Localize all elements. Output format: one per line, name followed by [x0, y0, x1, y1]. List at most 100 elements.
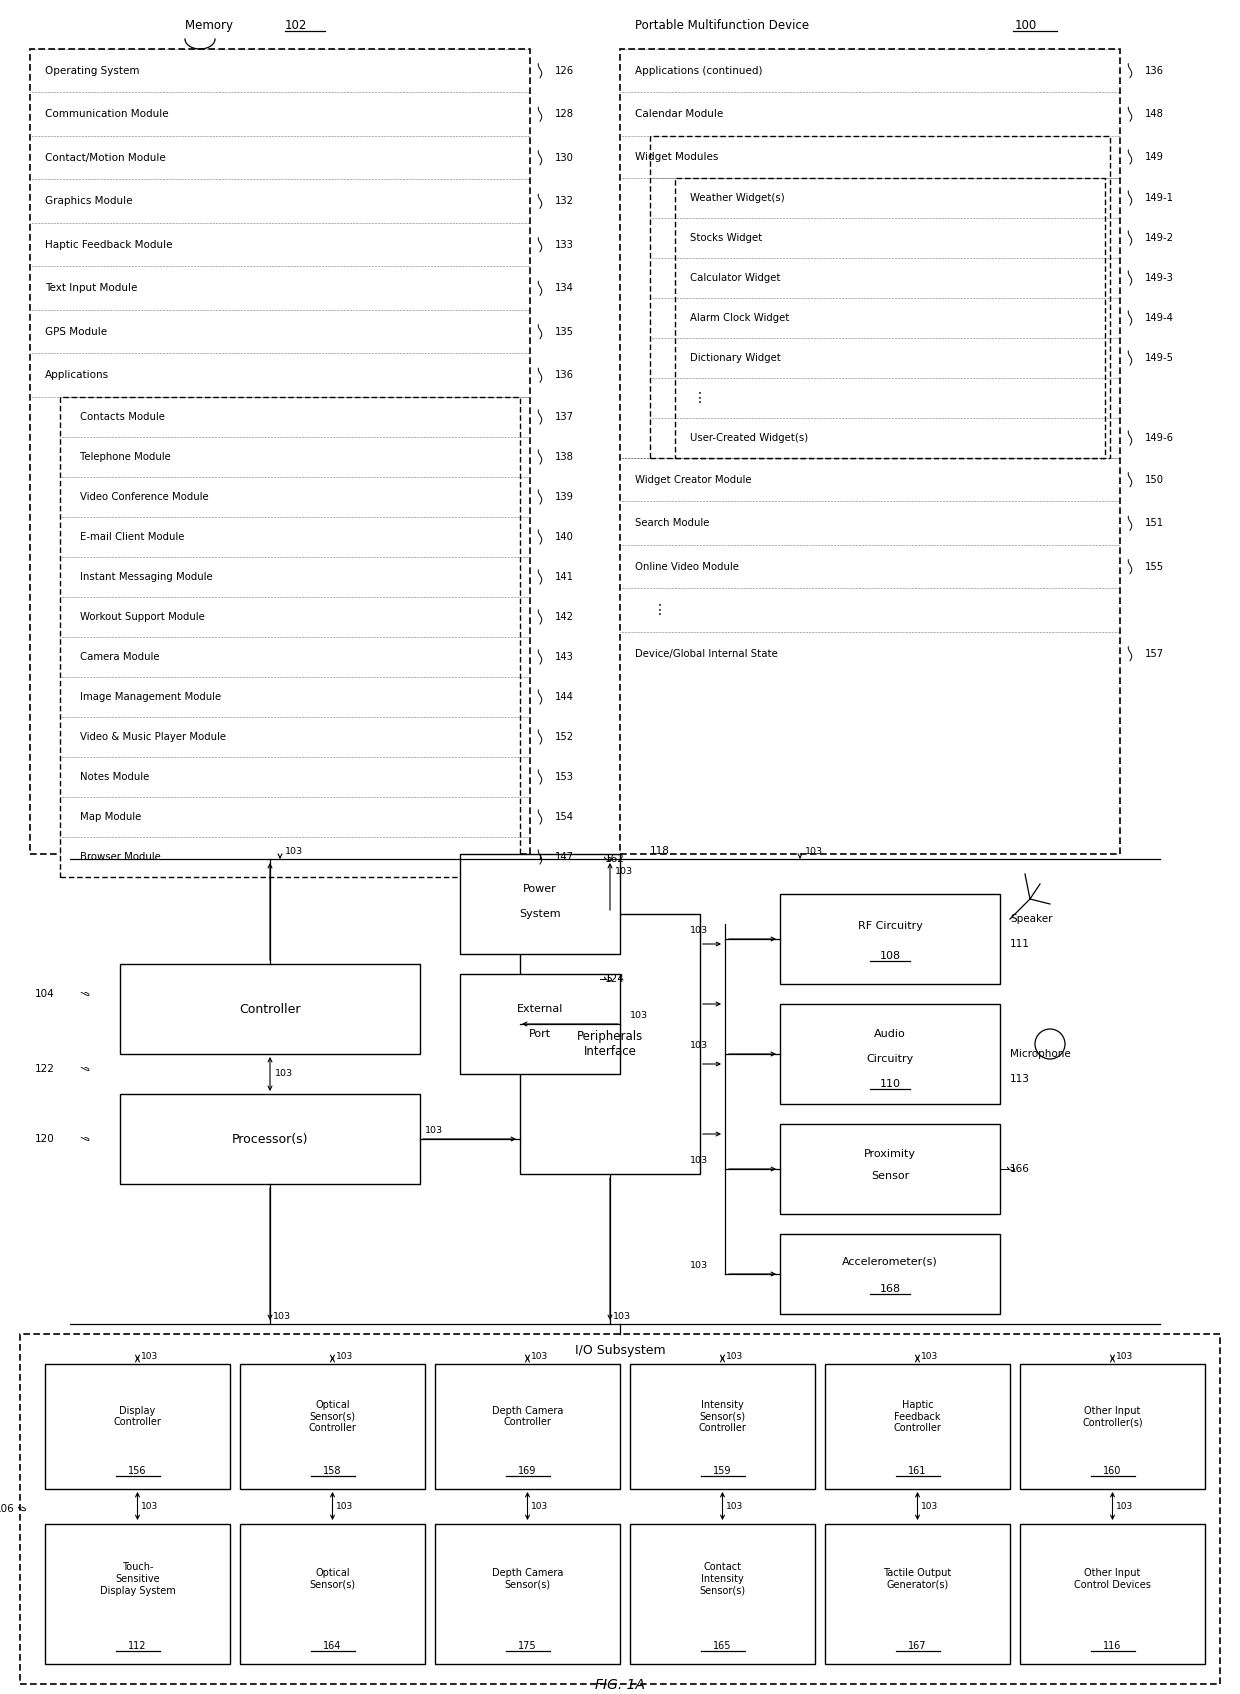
Text: 148: 148: [1145, 108, 1164, 119]
Text: 116: 116: [1104, 1641, 1122, 1652]
Text: 103: 103: [725, 1503, 743, 1511]
Text: 113: 113: [1011, 1074, 1030, 1084]
Text: Video & Music Player Module: Video & Music Player Module: [81, 732, 226, 742]
Text: Alarm Clock Widget: Alarm Clock Widget: [689, 313, 790, 324]
Text: Browser Module: Browser Module: [81, 852, 161, 862]
Text: 137: 137: [556, 412, 574, 422]
Text: 130: 130: [556, 152, 574, 163]
Text: 103: 103: [1116, 1352, 1133, 1360]
Bar: [460, 854, 620, 954]
Text: 111: 111: [1011, 938, 1030, 949]
Text: 175: 175: [518, 1641, 537, 1652]
Text: 104: 104: [35, 989, 55, 999]
Text: Port: Port: [529, 1028, 551, 1038]
Text: Applications: Applications: [45, 371, 109, 379]
Text: Calendar Module: Calendar Module: [635, 108, 723, 119]
Text: User-Created Widget(s): User-Created Widget(s): [689, 434, 808, 444]
Text: 103: 103: [689, 927, 708, 935]
Text: Haptic
Feedback
Controller: Haptic Feedback Controller: [894, 1399, 941, 1433]
Text: Image Management Module: Image Management Module: [81, 693, 221, 701]
Text: Circuitry: Circuitry: [867, 1054, 914, 1064]
Text: Dictionary Widget: Dictionary Widget: [689, 352, 781, 363]
Bar: [241, 1364, 425, 1489]
Text: External: External: [517, 1005, 563, 1015]
Text: 149-6: 149-6: [1145, 434, 1174, 444]
Text: 154: 154: [556, 811, 574, 822]
Text: 134: 134: [556, 283, 574, 293]
Text: 169: 169: [518, 1465, 537, 1475]
Text: I/O Subsystem: I/O Subsystem: [574, 1343, 666, 1357]
Text: 138: 138: [556, 452, 574, 462]
Text: Accelerometer(s): Accelerometer(s): [842, 1257, 937, 1267]
Bar: [1021, 1364, 1205, 1489]
Text: Workout Support Module: Workout Support Module: [81, 612, 205, 622]
Text: Communication Module: Communication Module: [45, 108, 169, 119]
Text: 149-4: 149-4: [1145, 313, 1174, 324]
Text: 149-2: 149-2: [1145, 234, 1174, 242]
Text: 112: 112: [128, 1641, 146, 1652]
Text: 149-3: 149-3: [1145, 273, 1174, 283]
Text: ⋮: ⋮: [653, 603, 667, 617]
Text: 110: 110: [879, 1079, 900, 1089]
Text: Contacts Module: Contacts Module: [81, 412, 165, 422]
Text: 102: 102: [285, 20, 308, 32]
Text: Other Input
Controller(s): Other Input Controller(s): [1083, 1406, 1143, 1428]
Text: 103: 103: [689, 1260, 708, 1270]
Text: 103: 103: [920, 1503, 937, 1511]
Text: Notes Module: Notes Module: [81, 772, 149, 783]
Text: 139: 139: [556, 491, 574, 501]
Bar: [120, 1094, 420, 1184]
Text: 106: 106: [0, 1504, 15, 1514]
Text: E-mail Client Module: E-mail Client Module: [81, 532, 185, 542]
Text: 168: 168: [879, 1284, 900, 1294]
Text: 132: 132: [556, 197, 574, 207]
Text: 147: 147: [556, 852, 574, 862]
Text: 158: 158: [324, 1465, 342, 1475]
Text: Power: Power: [523, 884, 557, 894]
Text: 141: 141: [556, 573, 574, 583]
Text: 108: 108: [879, 950, 900, 960]
Text: 103: 103: [531, 1503, 548, 1511]
Text: 103: 103: [920, 1352, 937, 1360]
Text: Tactile Output
Generator(s): Tactile Output Generator(s): [883, 1569, 951, 1589]
Text: 103: 103: [285, 847, 303, 855]
Text: 103: 103: [140, 1503, 157, 1511]
Text: Processor(s): Processor(s): [232, 1133, 309, 1145]
Text: Memory: Memory: [185, 20, 237, 32]
Text: 150: 150: [1145, 474, 1164, 484]
Text: 103: 103: [630, 1011, 649, 1020]
Text: 156: 156: [128, 1465, 146, 1475]
Text: 120: 120: [35, 1133, 55, 1143]
Text: Calculator Widget: Calculator Widget: [689, 273, 780, 283]
Text: 103: 103: [615, 867, 634, 876]
Text: 136: 136: [1145, 66, 1164, 76]
Bar: [825, 1364, 1011, 1489]
Text: 136: 136: [556, 371, 574, 379]
Text: 151: 151: [1145, 518, 1164, 529]
Text: Portable Multifunction Device: Portable Multifunction Device: [635, 20, 813, 32]
Text: 122: 122: [35, 1064, 55, 1074]
Text: Online Video Module: Online Video Module: [635, 562, 739, 573]
Text: System: System: [520, 910, 560, 920]
Text: 133: 133: [556, 241, 574, 249]
Text: Instant Messaging Module: Instant Messaging Module: [81, 573, 212, 583]
Text: ⋮: ⋮: [693, 391, 707, 405]
Text: 103: 103: [725, 1352, 743, 1360]
Text: Controller: Controller: [239, 1003, 301, 1015]
Text: 103: 103: [689, 1155, 708, 1165]
Bar: [780, 1233, 999, 1315]
Text: Optical
Sensor(s): Optical Sensor(s): [310, 1569, 356, 1589]
Text: 140: 140: [556, 532, 574, 542]
Bar: [620, 49, 1120, 854]
Bar: [241, 1525, 425, 1664]
Text: Contact
Intensity
Sensor(s): Contact Intensity Sensor(s): [699, 1562, 745, 1596]
Text: Audio: Audio: [874, 1028, 906, 1038]
Text: 103: 103: [140, 1352, 157, 1360]
Text: 155: 155: [1145, 562, 1164, 573]
Text: 118: 118: [650, 845, 670, 855]
Text: 142: 142: [556, 612, 574, 622]
Text: 103: 103: [613, 1311, 631, 1321]
Text: 166: 166: [1011, 1164, 1030, 1174]
Text: 103: 103: [275, 1069, 293, 1079]
Bar: [630, 1525, 815, 1664]
